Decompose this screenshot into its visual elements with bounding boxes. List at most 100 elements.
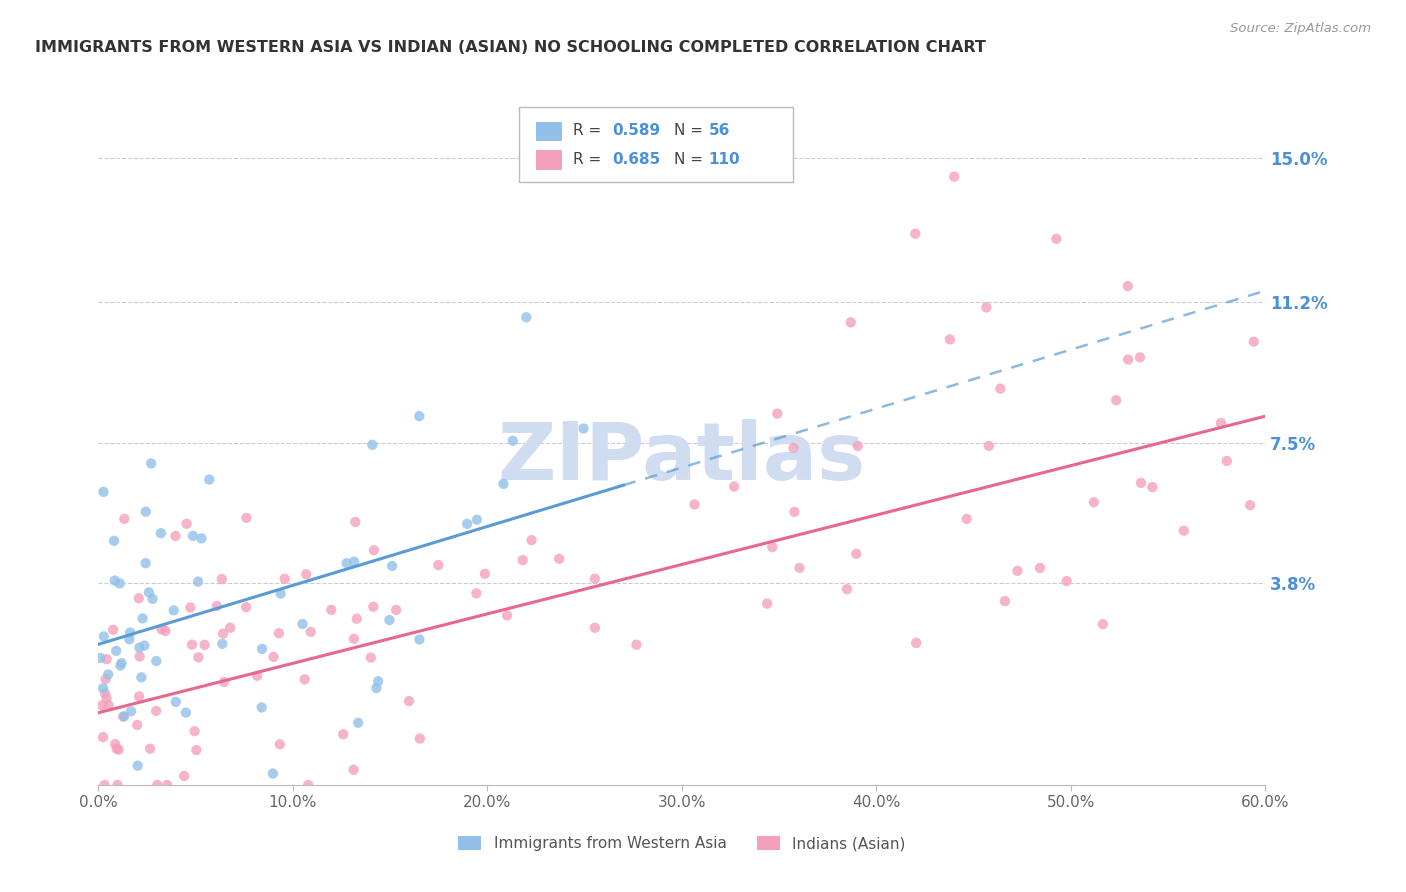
Point [190,532,212,546]
Point [1216,454,1239,468]
Point [104,574,127,588]
Point [269,737,291,751]
Point [139,457,162,471]
Text: 0.589: 0.589 [612,123,659,138]
Point [128,640,150,655]
Point [212,675,235,690]
Point [250,700,273,714]
Point [408,409,430,424]
Point [93,778,115,792]
Point [198,473,221,487]
Point [94,672,117,686]
Point [783,505,806,519]
Point [1083,495,1105,509]
Point [128,690,150,704]
Point [131,611,153,625]
Point [127,718,149,732]
Point [135,556,157,570]
Point [90,698,112,713]
Point [107,742,129,756]
Point [502,434,524,448]
Point [96,691,118,706]
Point [427,558,450,573]
Legend: Immigrants from Western Asia, Indians (Asian): Immigrants from Western Asia, Indians (A… [453,830,911,857]
Point [994,594,1017,608]
Point [110,656,132,670]
Point [1045,232,1067,246]
Point [294,673,316,687]
Point [93,484,115,499]
Point [120,704,142,718]
Point [835,582,858,596]
Point [548,551,571,566]
Point [173,769,195,783]
Point [186,743,208,757]
Point [723,479,745,493]
Point [97,667,120,681]
Point [246,669,269,683]
Point [134,639,156,653]
FancyBboxPatch shape [536,151,562,169]
Point [366,681,388,695]
Point [145,704,167,718]
Point [135,505,157,519]
Point [361,438,384,452]
Point [105,741,128,756]
Point [846,439,869,453]
Point [211,637,233,651]
Point [211,572,233,586]
Point [1116,279,1139,293]
Point [988,382,1011,396]
Point [1056,574,1078,588]
Point [118,632,141,647]
Point [297,778,319,792]
Text: 110: 110 [709,152,741,167]
Point [839,315,862,329]
Point [367,674,389,689]
Point [112,512,135,526]
Point [474,566,496,581]
Point [150,623,173,637]
Point [1129,475,1152,490]
Point [766,407,789,421]
Point [626,638,648,652]
Point [235,600,257,615]
Point [496,608,519,623]
Point [782,441,804,455]
Point [89,651,111,665]
Point [344,515,367,529]
Point [1116,352,1139,367]
Point [343,632,366,646]
Point [465,513,488,527]
Point [1142,480,1164,494]
Point [845,547,868,561]
Point [128,649,150,664]
Point [270,586,292,600]
Point [155,624,177,638]
Point [127,758,149,772]
Point [165,529,187,543]
Text: ZIPatlas: ZIPatlas [498,419,866,497]
Point [103,533,125,548]
Point [235,511,257,525]
Point [120,625,142,640]
Point [378,613,401,627]
Text: N =: N = [673,152,707,167]
Point [112,709,135,723]
Point [343,763,366,777]
Point [194,638,217,652]
Point [97,698,120,712]
Point [299,624,322,639]
Point [363,543,385,558]
Point [409,731,432,746]
Text: N =: N = [673,123,707,138]
Point [520,533,543,548]
Point [683,498,706,512]
Point [104,737,127,751]
Point [291,617,314,632]
Point [295,567,318,582]
Point [1209,416,1232,430]
Point [94,687,117,701]
Point [976,301,998,315]
Point [205,599,228,613]
